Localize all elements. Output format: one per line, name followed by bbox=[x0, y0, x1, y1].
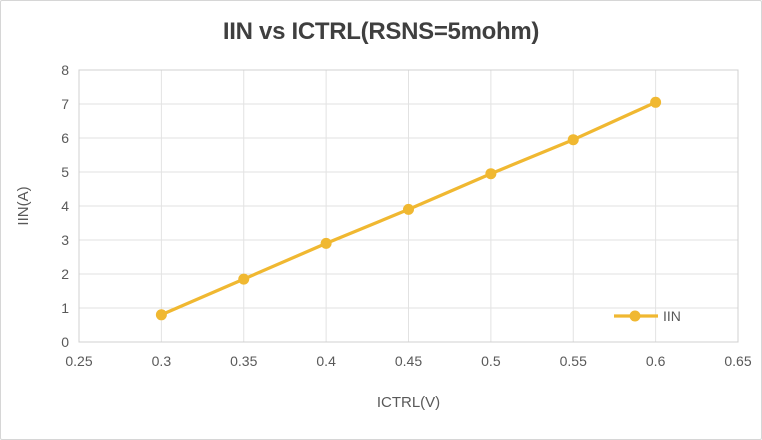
x-axis-title: ICTRL(V) bbox=[376, 394, 441, 411]
legend-marker bbox=[629, 310, 641, 322]
x-tick-label: 0.35 bbox=[230, 353, 258, 369]
chart-title: IIN vs ICTRL(RSNS=5mohm) bbox=[222, 18, 540, 45]
plot-border bbox=[78, 69, 739, 343]
y-tick-label: 3 bbox=[61, 232, 69, 248]
x-tick-label: 0.55 bbox=[559, 353, 587, 369]
data-point-marker bbox=[155, 309, 167, 321]
x-tick-label: 0.4 bbox=[316, 353, 336, 369]
x-tick-label: 0.25 bbox=[65, 353, 93, 369]
legend-label: IIN bbox=[663, 308, 681, 324]
x-tick-label: 0.65 bbox=[724, 353, 752, 369]
data-point-marker bbox=[403, 203, 414, 215]
data-point-marker bbox=[650, 96, 662, 108]
x-tick-label: 0.3 bbox=[151, 353, 172, 369]
data-point-marker bbox=[320, 237, 332, 249]
y-tick-label: 7 bbox=[61, 96, 69, 112]
y-tick-label: 8 bbox=[61, 62, 69, 78]
data-point-marker bbox=[485, 168, 497, 180]
x-tick-label: 0.5 bbox=[481, 353, 501, 369]
y-tick-label: 4 bbox=[61, 198, 69, 214]
x-tick-label: 0.6 bbox=[645, 353, 666, 369]
y-tick-label: 0 bbox=[61, 334, 69, 350]
y-tick-label: 1 bbox=[61, 300, 69, 316]
data-point-marker bbox=[238, 273, 250, 285]
y-tick-label: 5 bbox=[61, 164, 69, 180]
data-point-marker bbox=[567, 134, 579, 146]
y-tick-label: 2 bbox=[61, 266, 69, 282]
x-tick-label: 0.45 bbox=[394, 353, 423, 369]
y-tick-label: 6 bbox=[61, 130, 69, 146]
